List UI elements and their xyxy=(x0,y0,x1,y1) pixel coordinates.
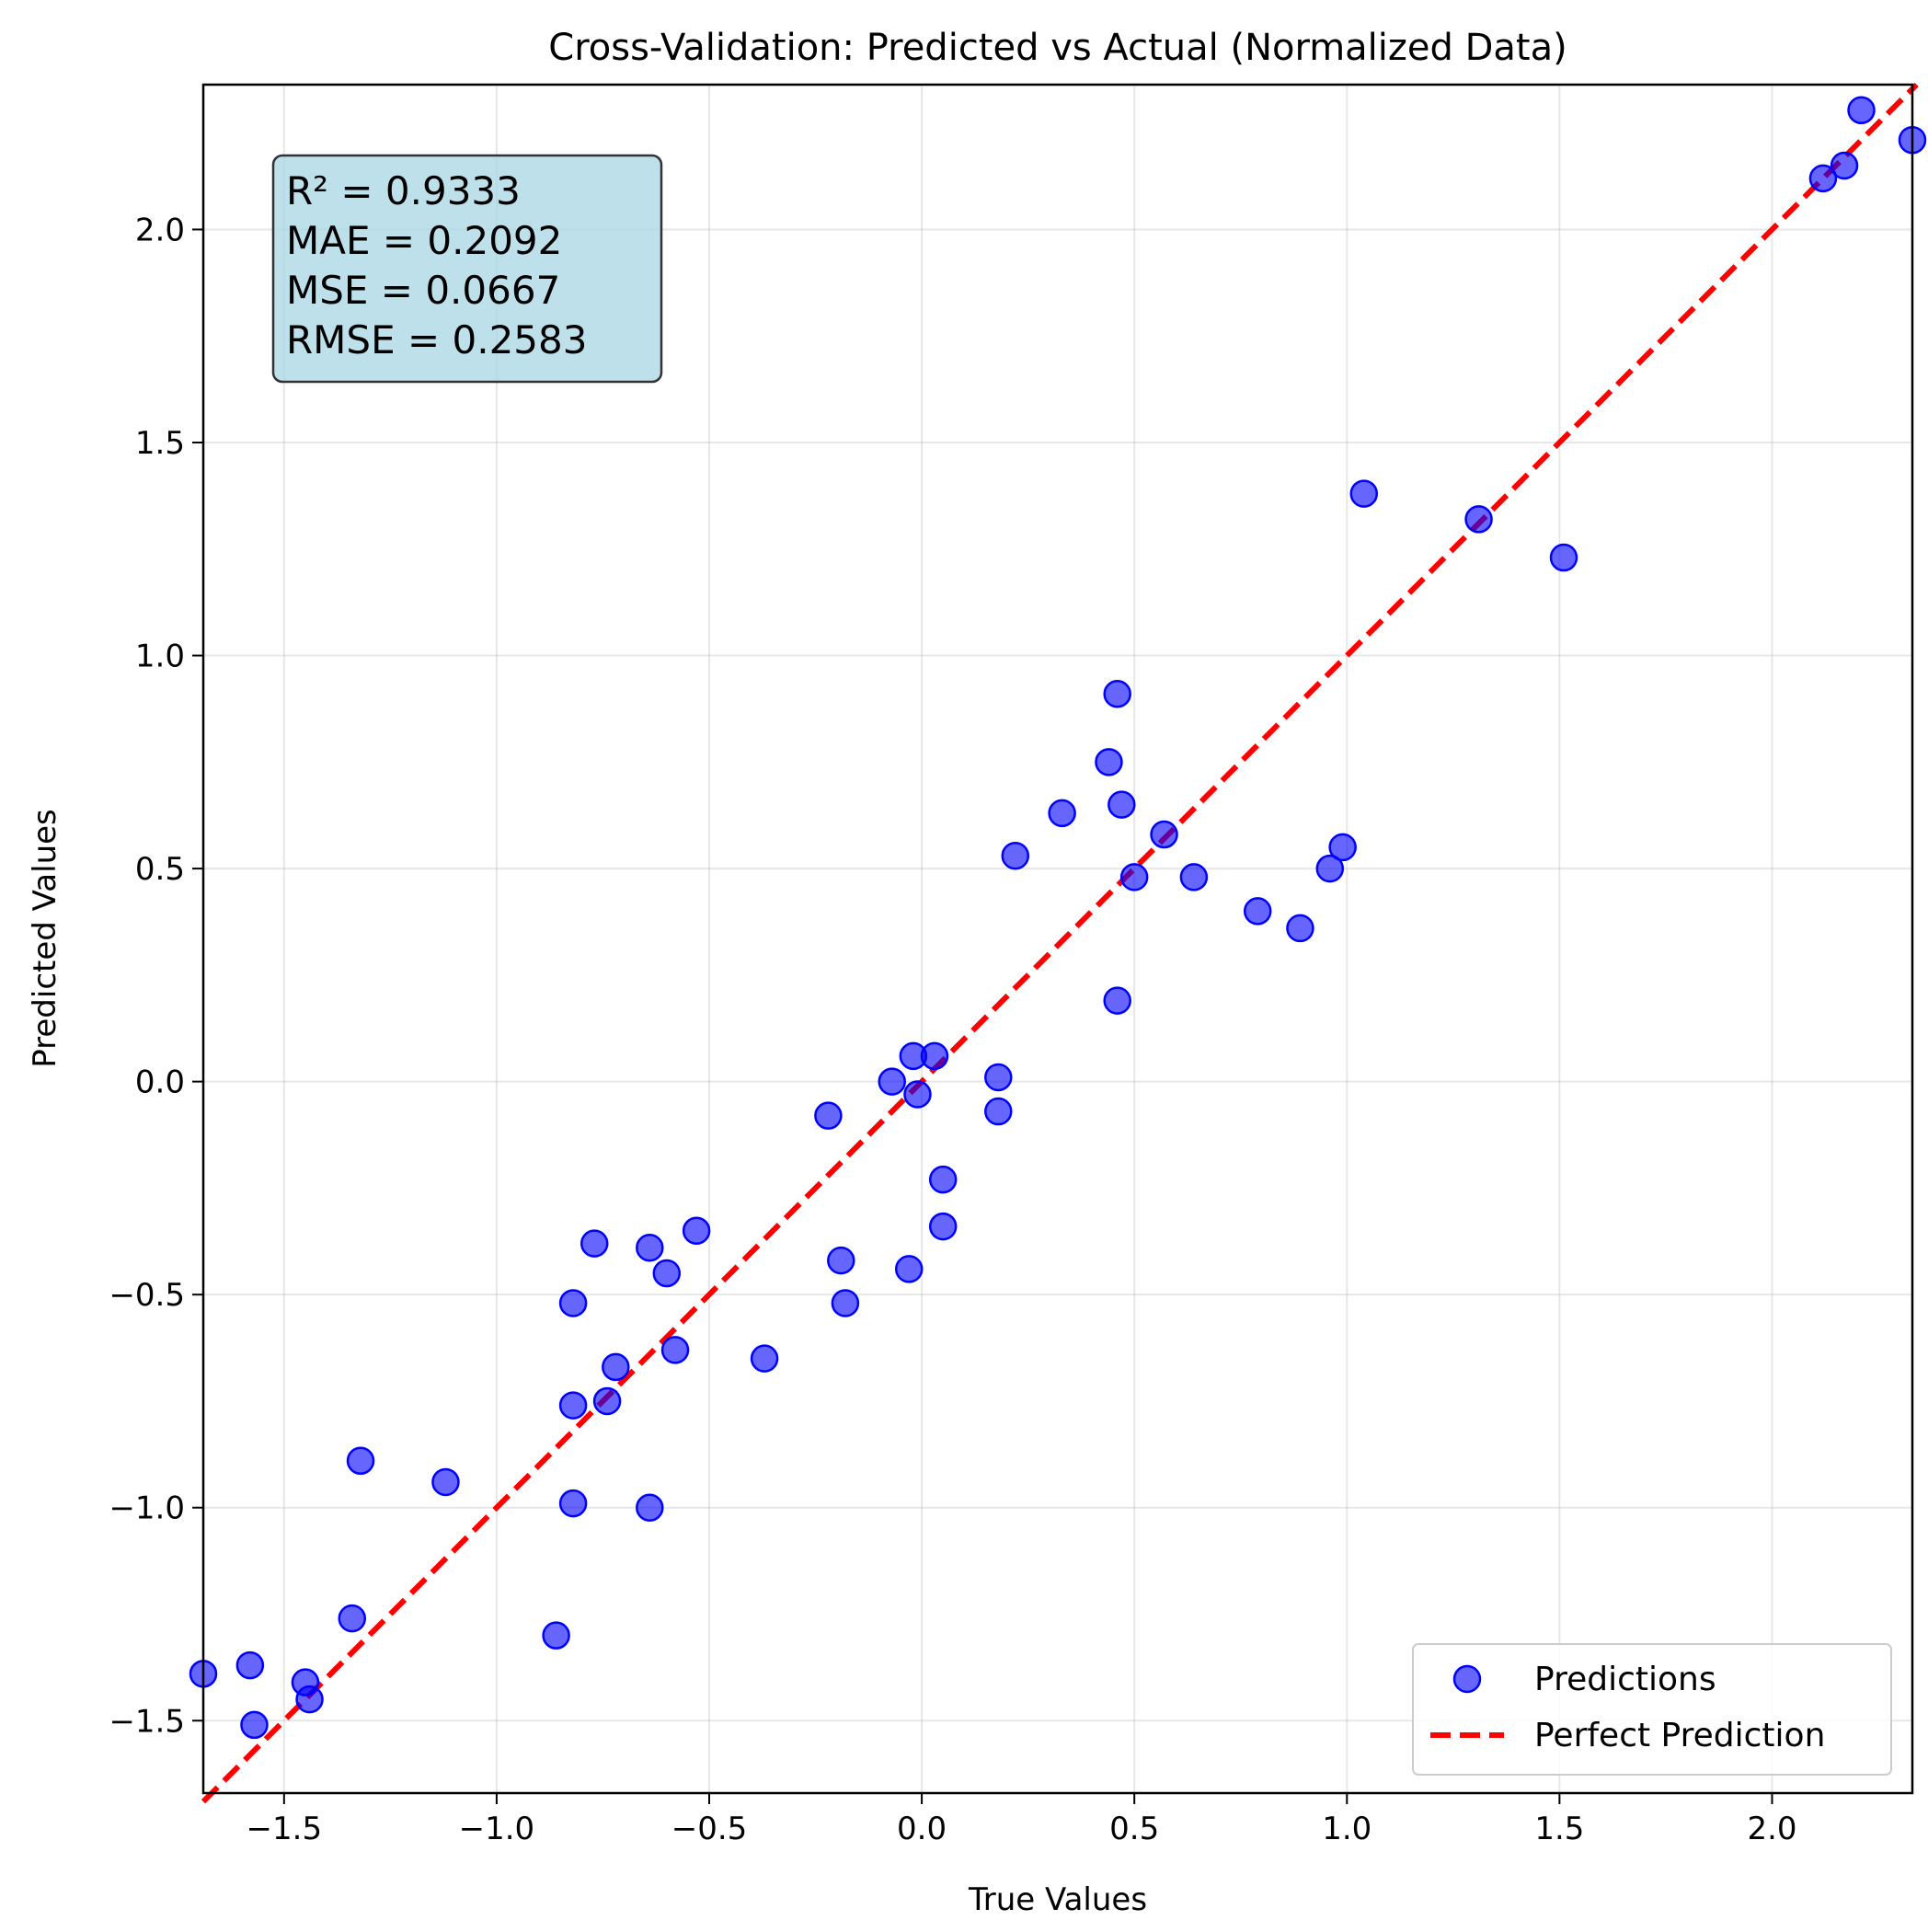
scatter-point xyxy=(1179,863,1209,891)
metric-mae: MAE = 0.2092 xyxy=(286,218,562,263)
legend-marker-predictions xyxy=(1452,1664,1482,1694)
chart-title: Cross-Validation: Predicted vs Actual (N… xyxy=(548,27,1566,69)
scatter-point xyxy=(1103,986,1131,1015)
scatter-point xyxy=(928,1212,958,1241)
scatter-point xyxy=(346,1446,375,1476)
scatter-points xyxy=(189,96,1927,1740)
y-tick-label: −1.0 xyxy=(109,1490,185,1527)
scatter-point xyxy=(1830,151,1859,180)
scatter-point xyxy=(1349,479,1379,508)
scatter-point xyxy=(1150,820,1178,849)
y-tick-label: 0.0 xyxy=(135,1064,185,1101)
x-tick-label: −1.0 xyxy=(459,1811,535,1847)
scatter-point xyxy=(878,1067,906,1096)
scatter-point xyxy=(1243,897,1272,926)
plot-frame xyxy=(201,83,1914,1795)
metrics-box-background xyxy=(271,154,663,384)
scatter-point xyxy=(984,1097,1013,1126)
legend: Predictions Perfect Prediction xyxy=(1412,1643,1892,1776)
scatter-point xyxy=(682,1216,711,1245)
scatter-point xyxy=(1107,790,1136,819)
scatter-point xyxy=(984,1063,1013,1092)
scatter-point xyxy=(542,1621,570,1650)
scatter-point xyxy=(558,1289,588,1317)
scatter-point xyxy=(894,1255,924,1283)
metric-mse: MSE = 0.0667 xyxy=(286,268,560,313)
scatter-point xyxy=(558,1489,588,1518)
x-axis-label: True Values xyxy=(968,1881,1147,1918)
scatter-point xyxy=(240,1710,269,1740)
y-tick-label: 0.5 xyxy=(135,851,185,888)
x-tick-label: 0.5 xyxy=(1109,1811,1159,1847)
scatter-point xyxy=(636,1493,664,1522)
x-tick-label: 1.0 xyxy=(1322,1811,1371,1847)
x-axis-ticks: −1.5 −1.0 −0.5 0.0 0.5 1.0 1.5 2.0 xyxy=(247,1793,1797,1847)
scatter-point xyxy=(1286,914,1314,943)
y-axis-label: Predicted Values xyxy=(27,809,63,1068)
scatter-point xyxy=(1847,96,1876,125)
y-tick-label: −0.5 xyxy=(109,1277,185,1314)
scatter-point xyxy=(814,1101,843,1130)
legend-label-perfect-prediction: Perfect Prediction xyxy=(1534,1717,1825,1754)
scatter-point xyxy=(1549,543,1578,572)
metric-rmse: RMSE = 0.2583 xyxy=(286,317,587,362)
x-tick-label: 0.0 xyxy=(897,1811,947,1847)
legend-frame xyxy=(1412,1643,1892,1776)
scatter-point xyxy=(903,1080,932,1109)
scatter-point xyxy=(580,1229,609,1258)
scatter-point xyxy=(636,1233,664,1262)
y-axis-ticks: −1.5 −1.0 −0.5 0.0 0.5 1.0 1.5 2.0 xyxy=(109,212,203,1740)
scatter-point xyxy=(592,1386,622,1416)
scatter-point xyxy=(295,1685,324,1714)
scatter-point xyxy=(1464,505,1493,534)
x-tick-label: −1.5 xyxy=(247,1811,323,1847)
perfect-prediction-line-path xyxy=(201,82,1919,1804)
y-tick-label: 1.0 xyxy=(135,638,185,675)
scatter-point xyxy=(558,1391,588,1420)
x-tick-label: 1.5 xyxy=(1534,1811,1584,1847)
scatter-point xyxy=(602,1352,630,1382)
scatter-point xyxy=(1103,679,1131,708)
scatter-point xyxy=(1328,833,1357,862)
scatter-point xyxy=(1048,799,1076,828)
y-tick-label: −1.5 xyxy=(109,1703,185,1740)
legend-label-predictions: Predictions xyxy=(1534,1661,1716,1698)
perfect-prediction-line xyxy=(201,82,1919,1804)
scatter-point xyxy=(750,1344,779,1373)
grid xyxy=(203,85,1912,1793)
scatter-point xyxy=(652,1259,682,1288)
y-tick-label: 2.0 xyxy=(135,212,185,248)
x-tick-label: 2.0 xyxy=(1747,1811,1796,1847)
y-tick-label: 1.5 xyxy=(135,425,185,462)
scatter-point xyxy=(338,1604,367,1633)
scatter-point xyxy=(431,1467,460,1497)
x-tick-label: −0.5 xyxy=(671,1811,748,1847)
scatter-point xyxy=(1808,164,1838,193)
scatter-point xyxy=(1119,863,1149,891)
metric-r2: R² = 0.9333 xyxy=(286,168,521,213)
scatter-point xyxy=(660,1336,690,1364)
scatter-point xyxy=(928,1165,958,1194)
scatter-point xyxy=(1001,841,1030,870)
scatter-point xyxy=(1315,854,1345,883)
scatter-point xyxy=(831,1289,860,1317)
metrics-box: R² = 0.9333 MAE = 0.2092 MSE = 0.0667 RM… xyxy=(271,154,663,384)
scatter-point xyxy=(1095,748,1123,776)
scatter-point xyxy=(235,1650,265,1680)
scatter-point xyxy=(827,1246,855,1275)
scatter-point xyxy=(920,1041,949,1071)
